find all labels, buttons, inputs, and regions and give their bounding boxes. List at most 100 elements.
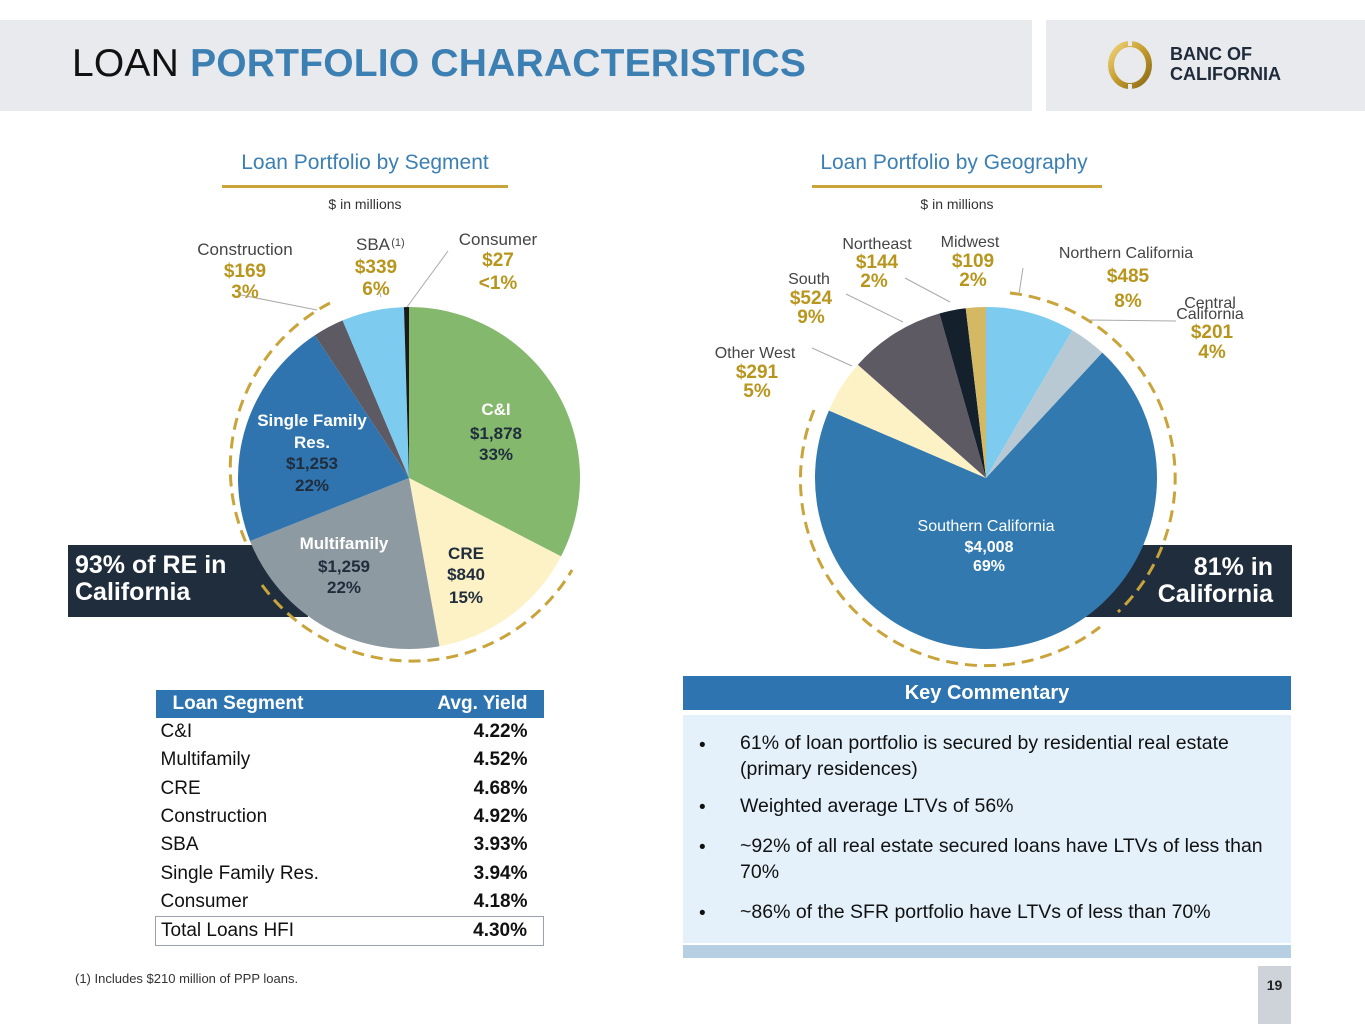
row-segment: C&I bbox=[160, 721, 193, 743]
bullet-icon: • bbox=[699, 735, 706, 756]
geo-value-norcal: $485 bbox=[1107, 266, 1150, 287]
segment-slice-multifamily bbox=[250, 478, 440, 649]
seg-value-multifamily: $1,259 bbox=[318, 557, 370, 576]
table-row: Single Family Res. 3.94% bbox=[156, 859, 544, 887]
geography-unit-label: $ in millions bbox=[920, 196, 994, 212]
logo-box bbox=[1046, 20, 1365, 111]
seg-label-sba-superscript: (1) bbox=[391, 237, 404, 249]
seg-label-sfr-line1: Single Family bbox=[257, 411, 367, 430]
geo-dashed-arc-right bbox=[1009, 291, 1177, 614]
seg-value-construction: $169 bbox=[224, 261, 266, 282]
geo-value-central: $201 bbox=[1191, 322, 1234, 343]
commentary-heading: Key Commentary bbox=[683, 676, 1291, 710]
col-header-yield: Avg. Yield bbox=[390, 690, 544, 718]
segment-chart-title: Loan Portfolio by Segment bbox=[241, 151, 489, 174]
table-row: Consumer 4.18% bbox=[156, 888, 544, 917]
row-segment: Construction bbox=[160, 806, 268, 828]
geo-value-northeast: $144 bbox=[856, 252, 899, 273]
commentary-item: Weighted average LTVs of 56% bbox=[740, 795, 1014, 817]
geo-slice-southern-california bbox=[815, 352, 1158, 649]
geo-label-central-line2: California bbox=[1176, 306, 1244, 323]
south-leader-line bbox=[845, 293, 904, 323]
segment-slice-construction bbox=[314, 320, 409, 478]
row-yield: 3.93% bbox=[473, 834, 528, 856]
geography-chart-title: Loan Portfolio by Geography bbox=[820, 151, 1088, 174]
geo-slice-south bbox=[857, 313, 986, 478]
geo-label-south: South bbox=[788, 271, 830, 288]
geo-value-socal: $4,008 bbox=[965, 539, 1014, 556]
row-yield: 4.68% bbox=[473, 777, 528, 799]
consumer-leader-line bbox=[406, 250, 449, 308]
segment-slice-c-i bbox=[409, 307, 581, 557]
geo-slice-midwest bbox=[965, 307, 986, 478]
sba-leader-line bbox=[378, 289, 382, 298]
geo-pct-socal: 69% bbox=[973, 558, 1005, 575]
commentary-panel: • 61% of loan portfolio is secured by re… bbox=[683, 715, 1291, 943]
seg-pct-sba: 6% bbox=[362, 279, 390, 300]
central-ca-leader-line bbox=[1087, 319, 1177, 322]
row-yield: 4.22% bbox=[473, 721, 528, 743]
table-row: Construction 4.92% bbox=[156, 803, 544, 831]
geo-label-midwest: Midwest bbox=[941, 234, 1000, 251]
geo-label-central-line1: Central bbox=[1184, 295, 1236, 312]
segment-slice-cre bbox=[409, 478, 561, 647]
geo-label-northeast: Northeast bbox=[842, 236, 912, 253]
row-yield: 3.94% bbox=[473, 862, 528, 884]
geo-value-otherwest: $291 bbox=[736, 362, 779, 383]
total-yield: 4.30% bbox=[390, 916, 544, 947]
seg-pct-consumer: <1% bbox=[479, 273, 518, 294]
table-total-row: Total Loans HFI 4.30% bbox=[154, 916, 544, 947]
seg-pct-construction: 3% bbox=[231, 282, 259, 303]
geo-value-midwest: $109 bbox=[952, 251, 994, 272]
yield-table-header: Loan Segment Avg. Yield bbox=[155, 690, 544, 718]
geo-value-south: $524 bbox=[790, 288, 833, 309]
geo-slice-northern-california bbox=[986, 307, 1073, 478]
seg-pct-ci: 33% bbox=[479, 445, 513, 464]
row-yield: 4.18% bbox=[473, 890, 528, 912]
seg-value-cre: $840 bbox=[447, 565, 485, 584]
table-row: SBA 3.93% bbox=[156, 831, 544, 859]
geo-slice-northeast bbox=[939, 308, 986, 478]
row-segment: Multifamily bbox=[160, 749, 251, 771]
northern-ca-leader-line bbox=[1018, 267, 1024, 295]
logo-text: BANC OF CALIFORNIA bbox=[1170, 44, 1281, 84]
geo-slice-central-california bbox=[986, 330, 1103, 478]
geo-pct-norcal: 8% bbox=[1114, 291, 1142, 312]
table-row: CRE 4.68% bbox=[156, 775, 544, 803]
segment-slice-sba bbox=[342, 307, 409, 478]
other-west-leader-line bbox=[811, 347, 853, 367]
seg-value-ci: $1,878 bbox=[470, 424, 522, 443]
segment-title-rule bbox=[222, 185, 508, 188]
commentary-footer-bar bbox=[683, 945, 1291, 958]
seg-label-ci: C&I bbox=[481, 400, 510, 419]
seg-label-sfr-line2: Res. bbox=[294, 433, 330, 452]
geo-label-norcal: Northern California bbox=[1059, 245, 1193, 262]
row-yield: 4.92% bbox=[473, 806, 528, 828]
commentary-item: ~92% of all real estate secured loans ha… bbox=[740, 835, 1263, 883]
geo-label-socal: Southern California bbox=[918, 518, 1055, 535]
segment-dashed-arc-bottom bbox=[260, 569, 574, 663]
bullet-icon: • bbox=[699, 837, 706, 858]
footnote: (1) Includes $210 million of PPP loans. bbox=[75, 971, 299, 986]
commentary-item: ~86% of the SFR portfolio have LTVs of l… bbox=[740, 901, 1211, 923]
total-label: Total Loans HFI bbox=[154, 916, 391, 947]
geo-pct-central: 4% bbox=[1198, 342, 1226, 363]
segment-pie-chart: C&I $1,878 33% CRE $840 15% Multifamily … bbox=[197, 230, 581, 663]
segment-dashed-arc-left bbox=[228, 301, 331, 548]
row-segment: Consumer bbox=[160, 890, 249, 912]
row-segment: CRE bbox=[160, 777, 201, 799]
header-bar bbox=[0, 20, 1032, 111]
page-title: LOAN PORTFOLIO CHARACTERISTICS bbox=[72, 42, 807, 85]
col-header-segment: Loan Segment bbox=[155, 690, 391, 718]
geo-label-otherwest: Other West bbox=[715, 345, 796, 362]
bullet-icon: • bbox=[699, 797, 706, 818]
seg-value-sfr: $1,253 bbox=[286, 454, 338, 473]
seg-label-consumer: Consumer bbox=[459, 230, 538, 249]
construction-leader-line bbox=[240, 294, 318, 311]
segment-unit-label: $ in millions bbox=[328, 196, 402, 212]
commentary-item: 61% of loan portfolio is secured by resi… bbox=[740, 732, 1229, 780]
midwest-leader-line bbox=[904, 277, 951, 303]
geography-title-rule bbox=[812, 185, 1102, 188]
seg-label-cre: CRE bbox=[448, 544, 484, 563]
row-yield: 4.52% bbox=[473, 749, 528, 771]
